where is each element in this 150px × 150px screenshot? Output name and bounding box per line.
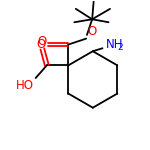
Text: O: O: [37, 34, 46, 48]
Text: O: O: [37, 38, 46, 51]
Text: HO: HO: [16, 80, 34, 92]
Text: O: O: [87, 25, 96, 38]
Text: NH: NH: [105, 38, 123, 51]
Text: 2: 2: [117, 43, 123, 52]
